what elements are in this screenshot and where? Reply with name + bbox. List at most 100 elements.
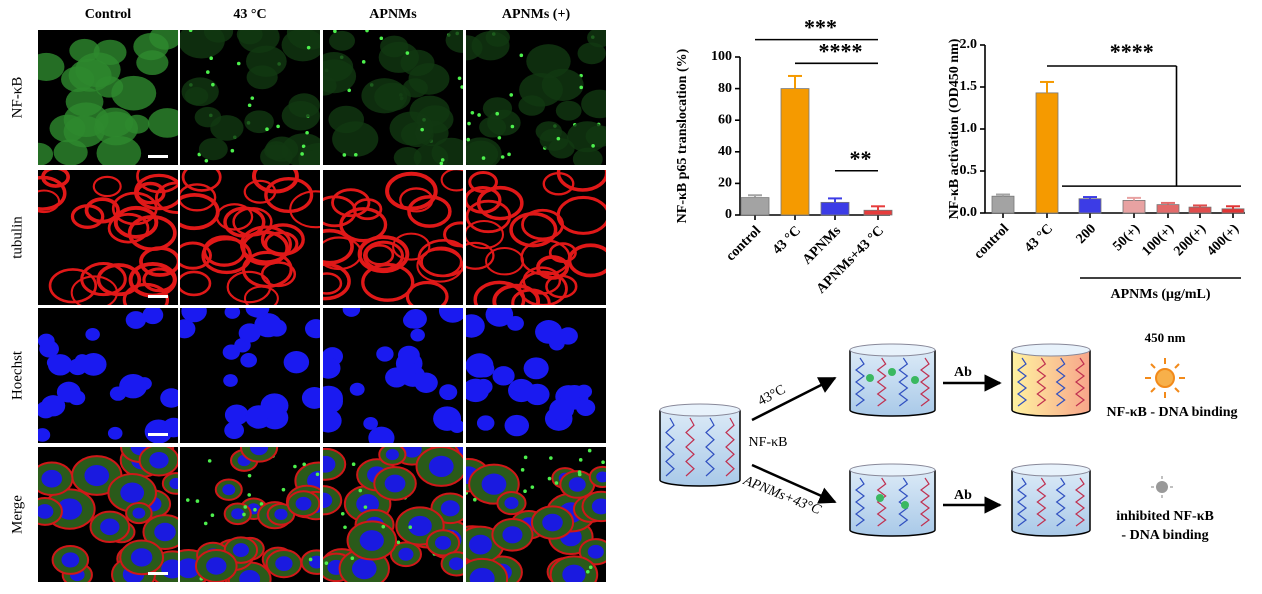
cell (577, 42, 606, 65)
nucleus (57, 498, 83, 520)
y-tick-label: 80 (718, 81, 732, 96)
dot (211, 82, 215, 87)
cell (445, 30, 463, 53)
cell (407, 195, 452, 228)
dna (705, 417, 715, 477)
error-bar (1161, 201, 1175, 205)
column-label: APNMs (+) (502, 7, 571, 22)
nucleus (356, 494, 380, 514)
nucleus (438, 308, 463, 323)
well-top (1011, 343, 1091, 357)
wavelength-label: 450 nm (1145, 330, 1186, 345)
bar (1221, 208, 1245, 214)
y-tick-label: 100 (711, 49, 732, 64)
cell (587, 30, 606, 48)
nucleus (295, 496, 312, 511)
nucleus (250, 447, 269, 456)
x-tick-label: 400(+) (1204, 221, 1242, 259)
nucleus (485, 308, 514, 327)
nucleus (84, 464, 110, 487)
dot (457, 76, 462, 81)
cell (286, 30, 320, 50)
well (1011, 343, 1091, 417)
well-body (1011, 350, 1091, 417)
nucleus (568, 477, 586, 492)
dot (585, 569, 590, 574)
dot (466, 137, 471, 142)
dot (591, 144, 595, 148)
nucleus (61, 552, 80, 568)
cell (572, 147, 603, 165)
dot (579, 85, 584, 90)
dot (340, 511, 345, 516)
dot (265, 127, 269, 132)
cell (113, 205, 159, 239)
cell (95, 76, 124, 98)
cell (518, 95, 546, 116)
cell (392, 232, 431, 261)
dot (556, 136, 561, 141)
error-bar (788, 74, 802, 89)
cell (365, 244, 395, 266)
cell (198, 137, 228, 161)
cell (180, 183, 217, 212)
error-bar (1226, 205, 1240, 209)
image-content (180, 30, 320, 165)
nucleus (591, 498, 606, 515)
scale-bar (148, 155, 168, 158)
image-bg (38, 170, 178, 305)
protein (866, 374, 874, 382)
signal-sun (1145, 358, 1185, 398)
error-bar (1040, 80, 1054, 93)
nucleus (397, 345, 420, 365)
nucleus (323, 455, 336, 473)
cell (440, 170, 463, 192)
nucleus (142, 308, 164, 325)
cell (93, 39, 127, 65)
nucleus (440, 500, 460, 517)
nucleus (504, 497, 519, 510)
nucleus (368, 426, 395, 443)
nucleus (449, 419, 463, 433)
cell (136, 170, 178, 194)
dot (350, 556, 355, 561)
nucleus (576, 399, 596, 416)
cell (479, 116, 507, 138)
dot (203, 521, 208, 526)
cell (541, 68, 584, 102)
dot (250, 96, 255, 100)
nucleus (562, 564, 586, 582)
nucleus (119, 373, 148, 399)
nucleus (404, 309, 427, 329)
image-content (466, 308, 596, 437)
nucleus (180, 319, 196, 339)
dot (353, 152, 358, 157)
nucleus (224, 404, 249, 426)
dot (333, 30, 337, 34)
nucleus (504, 414, 530, 437)
dot (530, 485, 535, 489)
image-content (38, 447, 178, 582)
y-tick-label: 0.0 (960, 205, 978, 220)
nucleus (130, 548, 153, 567)
nucleus (449, 557, 463, 571)
dna (898, 357, 909, 407)
dot (306, 45, 311, 50)
nucleus (239, 569, 261, 582)
nucleus (535, 320, 563, 344)
dot (467, 121, 471, 126)
cell (194, 106, 222, 128)
cell (466, 220, 505, 250)
image-content (180, 170, 320, 305)
cell (476, 185, 524, 221)
arrow (751, 376, 837, 422)
nucleus (466, 314, 485, 338)
nucleus (323, 385, 343, 411)
nucleus (224, 421, 245, 440)
nucleus (41, 469, 63, 488)
y-tick-label: 2.0 (960, 37, 978, 52)
nucleus (434, 535, 452, 550)
cell (203, 30, 234, 43)
nucleus (359, 530, 384, 551)
dna (876, 477, 887, 527)
